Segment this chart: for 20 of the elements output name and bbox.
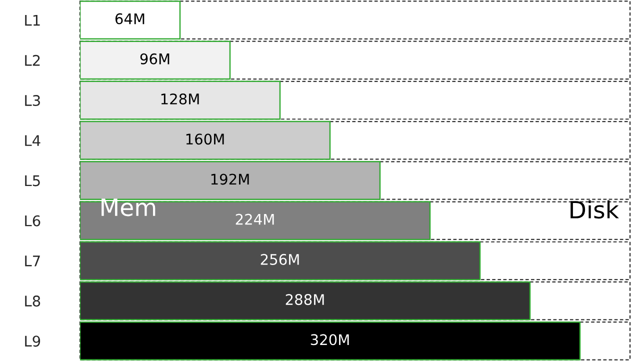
data-label: 288M [286, 294, 324, 306]
data-label: 96M [140, 53, 170, 64]
y-tick-label: L5 [25, 175, 40, 186]
data-label: 320M [310, 334, 349, 346]
y-tick-label: L1 [25, 14, 40, 26]
data-label: 192M [211, 174, 249, 185]
data-label: 160M [186, 134, 224, 145]
y-tick-label: L6 [25, 215, 40, 226]
y-tick-label: L3 [25, 94, 40, 106]
annotation: Disk [570, 200, 619, 219]
data-label: 64M [115, 13, 144, 24]
data-label: 224M [236, 214, 274, 225]
y-tick-label: L8 [25, 296, 40, 307]
y-tick-label: L7 [25, 256, 40, 266]
y-tick-label: L9 [25, 336, 40, 347]
y-tick-label: L2 [25, 54, 40, 66]
data-label: 128M [161, 93, 199, 105]
data-label: 256M [260, 254, 299, 265]
y-tick-label: L4 [25, 135, 40, 146]
annotation: Mem [102, 198, 156, 216]
